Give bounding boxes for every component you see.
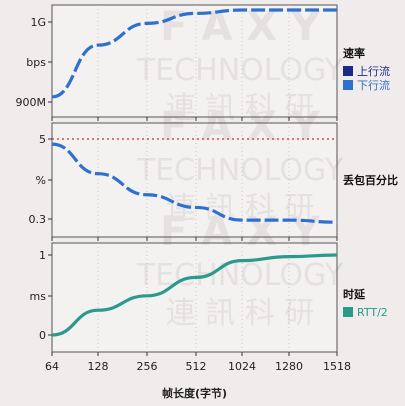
series-line xyxy=(51,8,337,99)
y-tick-label: bps xyxy=(26,56,46,69)
x-tick-label: 256 xyxy=(137,360,158,373)
y-tick-label: 1G xyxy=(30,16,46,29)
x-tick-label: 1280 xyxy=(275,360,303,373)
y-tick-label: 0 xyxy=(39,329,46,342)
x-tick-label: 512 xyxy=(186,360,207,373)
y-tick-label: 900M xyxy=(16,96,47,109)
series-line xyxy=(51,142,338,224)
y-tick-label: % xyxy=(36,174,46,187)
y-tick-label: 1 xyxy=(39,249,46,262)
legend-entry: RTT/2 xyxy=(357,306,388,319)
watermark-brand: F A X Y xyxy=(160,104,321,150)
watermark-line2: TECHNOLOGY xyxy=(136,153,344,188)
legend-swatch xyxy=(343,66,353,76)
legend-entry: 下行流 xyxy=(357,78,390,92)
legend: 丢包百分比 xyxy=(343,173,398,187)
series-line xyxy=(51,253,338,337)
legend-title: 时延 xyxy=(343,287,366,301)
watermark-line3: 連 訊 科 研 xyxy=(166,296,315,331)
x-tick-label: 1024 xyxy=(228,360,256,373)
y-tick-label: ms xyxy=(30,290,47,303)
legend-entry: 上行流 xyxy=(357,64,390,78)
plot-frame xyxy=(51,242,338,353)
watermark-brand: F A X Y xyxy=(160,209,321,255)
watermark-brand: F A X Y xyxy=(160,4,321,50)
panel-3: 1 ms 0 时延 RTT/2 64 128 256 512 1024 1280 1518 帧长度(字节… xyxy=(30,242,388,400)
plot-frame xyxy=(51,122,338,238)
x-tick-label: 128 xyxy=(88,360,109,373)
legend-swatch xyxy=(343,80,353,90)
legend-title: 丢包百分比 xyxy=(343,173,398,187)
x-tick-label: 1518 xyxy=(323,360,351,373)
plot-frame xyxy=(51,4,338,118)
legend-swatch xyxy=(343,307,353,317)
x-tick-label: 64 xyxy=(45,360,59,373)
watermark-line2: TECHNOLOGY xyxy=(136,53,344,88)
x-axis-label: 帧长度(字节) xyxy=(162,386,227,400)
watermark-line3: 連 訊 科 研 xyxy=(166,91,315,126)
y-tick-label: 0.3 xyxy=(29,213,47,226)
legend: 时延 RTT/2 xyxy=(343,287,388,319)
y-tick-label: 5 xyxy=(39,133,46,146)
panel-2: 5% 0.3 丢包百分比 xyxy=(29,122,398,241)
legend-title: 速率 xyxy=(343,46,365,60)
